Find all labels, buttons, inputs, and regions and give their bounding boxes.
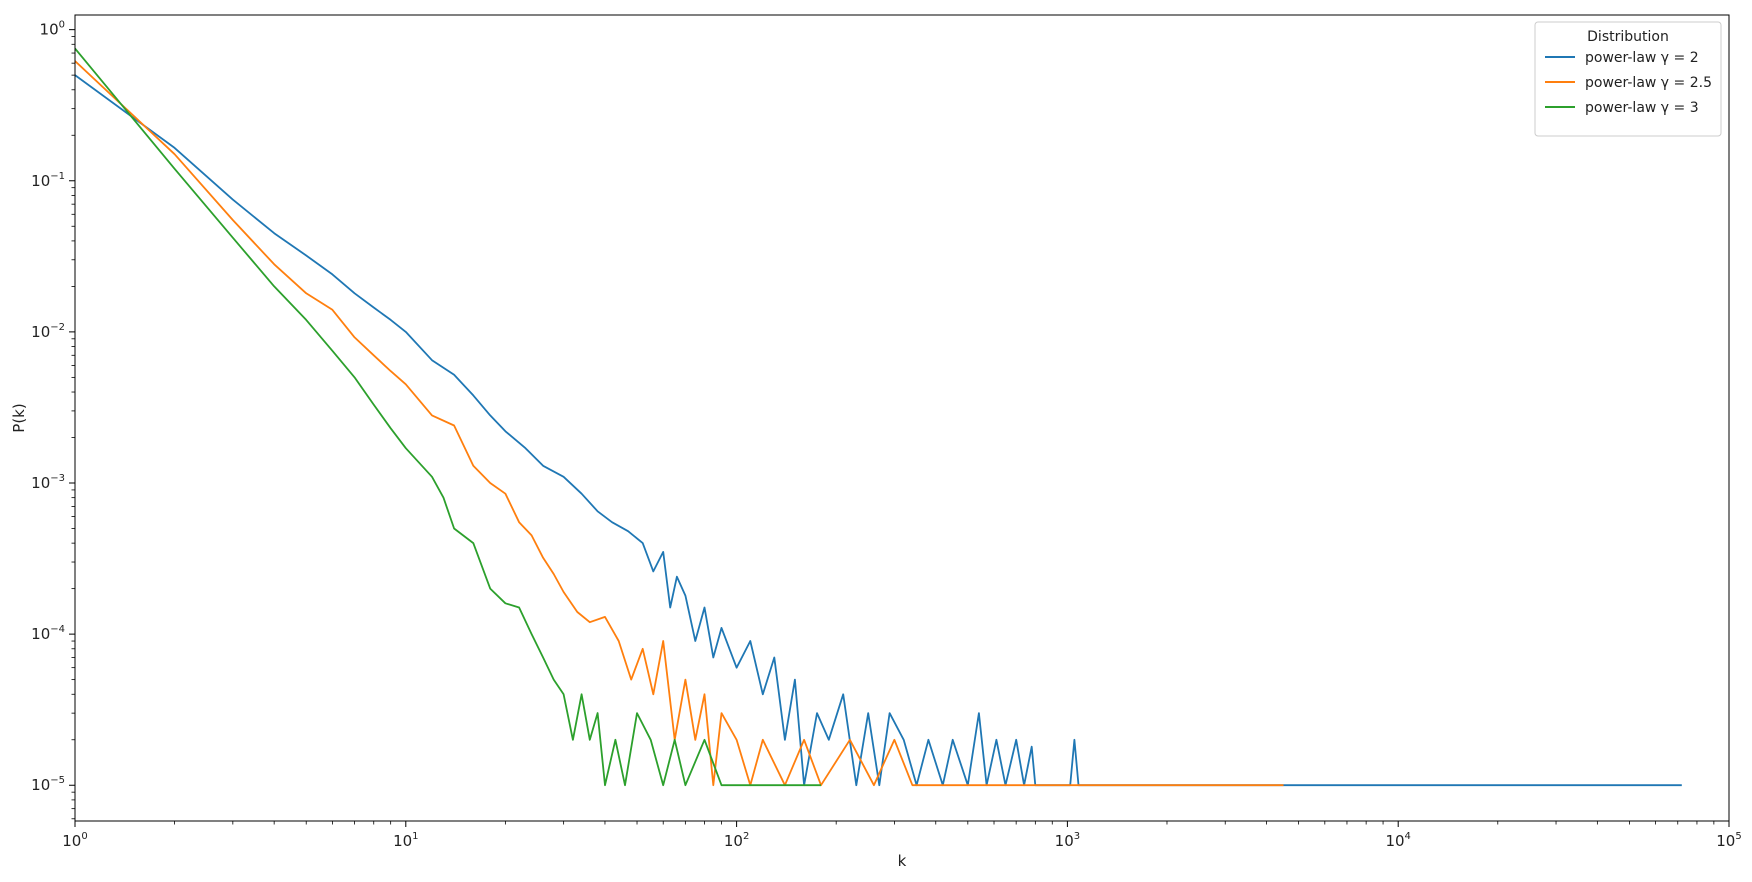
- series-line-2: [75, 47, 821, 787]
- y-tick-label: 10−4: [31, 624, 65, 643]
- x-tick-label: 105: [1716, 831, 1741, 850]
- legend-label-1: power-law γ = 2.5: [1585, 75, 1712, 91]
- x-tick-label: 102: [724, 831, 749, 850]
- y-tick-label: 10−1: [31, 171, 65, 190]
- plot-frame: [74, 14, 1730, 822]
- legend-label-0: power-law γ = 2: [1585, 50, 1699, 66]
- legend-box: [1534, 21, 1722, 137]
- legend-items: power-law γ = 2 power-law γ = 2.5 power-la…: [1545, 50, 1712, 116]
- y-tick-label: 100: [40, 20, 65, 39]
- x-axis: 100 101 102 103 104 105: [62, 821, 1742, 850]
- series-line-1: [75, 60, 1284, 787]
- x-tick-label: 100: [62, 831, 87, 850]
- y-tick-label: 10−3: [31, 473, 65, 492]
- x-tick-label: 103: [1055, 831, 1080, 850]
- legend-title: Distribution: [1587, 29, 1669, 45]
- y-tick-label: 10−5: [31, 775, 65, 794]
- x-axis-label: k: [898, 852, 907, 870]
- y-axis: 10−5 10−4 10−3 10−2 10−1 100: [31, 20, 75, 820]
- x-tick-label: 101: [393, 831, 418, 850]
- series-line-0: [75, 74, 1682, 787]
- x-tick-label: 104: [1385, 831, 1410, 850]
- legend-label-2: power-law γ = 3: [1585, 100, 1699, 116]
- y-axis-label: P(k): [10, 403, 28, 432]
- y-tick-label: 10−2: [31, 322, 65, 341]
- series-layer: [75, 47, 1682, 787]
